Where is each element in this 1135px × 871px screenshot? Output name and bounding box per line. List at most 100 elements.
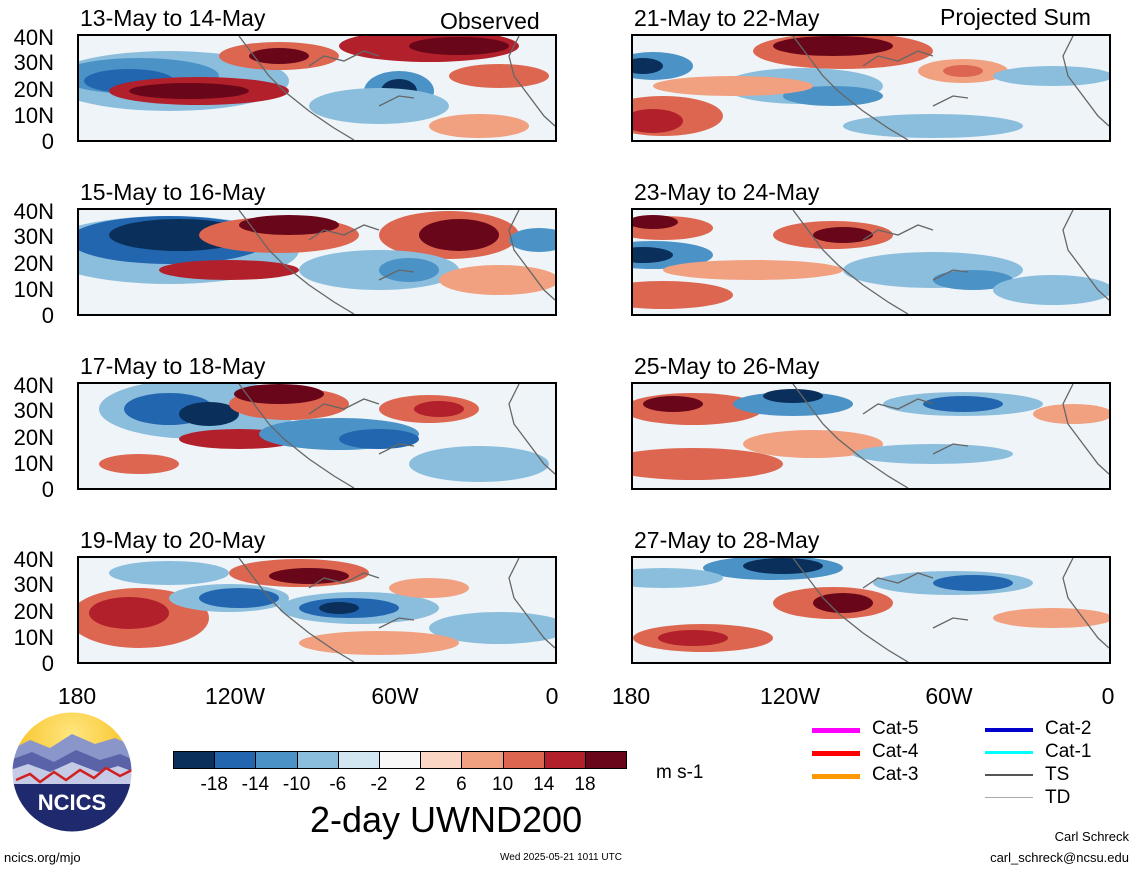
footer-author: Carl Schreck: [1054, 829, 1129, 844]
wind-contour: [783, 86, 883, 106]
wind-contour: [509, 228, 555, 252]
y-tick: 40N: [13, 25, 54, 50]
ncics-logo: NCICS: [10, 710, 134, 834]
wind-contour: [299, 631, 459, 655]
footer-timestamp: Wed 2025-05-21 1011 UTC: [500, 852, 622, 863]
wind-contour: [419, 219, 499, 251]
panel-title: 23-May to 24-May: [634, 179, 820, 205]
wind-contour: [633, 58, 663, 74]
colorbar-tick-label: 2: [414, 774, 426, 795]
wind-field: [79, 36, 555, 140]
legend-label: TS: [1045, 764, 1070, 785]
y-tick: 20N: [13, 77, 54, 102]
legend-swatch: [812, 728, 860, 733]
legend-label: Cat-5: [872, 718, 919, 739]
wind-contour: [773, 36, 893, 56]
y-tick: 40N: [13, 547, 54, 572]
colorbar-tick-label: -10: [282, 774, 311, 795]
y-tick: 10N: [13, 625, 54, 650]
map-panel: [77, 556, 557, 664]
wind-contour: [743, 430, 883, 458]
wind-contour: [933, 575, 1013, 591]
y-tick: 0: [41, 477, 54, 502]
wind-contour: [733, 392, 853, 416]
wind-field: [79, 558, 555, 662]
wind-contour: [843, 114, 1023, 138]
colorbar-swatch: [420, 751, 463, 769]
colorbar-tick-label: 14: [533, 774, 555, 795]
panel-title: 15-May to 16-May: [80, 179, 266, 205]
legend-label: Cat-4: [872, 741, 919, 762]
wind-contour: [89, 597, 169, 629]
coastline: [238, 210, 555, 314]
wind-contour: [763, 389, 823, 403]
panel-title: 27-May to 28-May: [634, 527, 820, 553]
y-tick: 10N: [13, 451, 54, 476]
colorbar-swatch: [461, 751, 504, 769]
wind-contour: [379, 258, 439, 282]
y-tick: 40N: [13, 199, 54, 224]
y-tick: 10N: [13, 277, 54, 302]
colorbar-tick-label: 18: [574, 774, 596, 795]
legend-swatch: [985, 728, 1033, 732]
panel-title: 25-May to 26-May: [634, 353, 820, 379]
map-panel: [631, 556, 1111, 664]
y-tick: 20N: [13, 599, 54, 624]
y-tick: 10N: [13, 103, 54, 128]
colorbar-swatch: [543, 751, 586, 769]
x-tick: 180: [611, 683, 651, 709]
wind-contour: [389, 578, 469, 598]
x-tick: 120W: [204, 683, 266, 709]
wind-contour: [993, 275, 1109, 305]
wind-contour: [414, 401, 464, 417]
panel-title: 21-May to 22-May: [634, 5, 820, 31]
wind-contour: [653, 76, 813, 96]
wind-contour: [633, 109, 683, 133]
panel-title: 13-May to 14-May: [80, 5, 266, 31]
wind-field: [633, 36, 1109, 140]
legend-label: Cat-3: [872, 764, 919, 785]
legend-label: Cat-1: [1045, 741, 1092, 762]
colorbar-swatch: [255, 751, 298, 769]
wind-contour: [813, 227, 873, 243]
colorbar-tick-label: -18: [200, 774, 228, 795]
wind-contour: [633, 281, 733, 309]
wind-contour: [339, 429, 419, 449]
legend-swatch: [985, 751, 1033, 754]
colorbar-swatch: [173, 751, 216, 769]
y-tick: 0: [41, 303, 54, 328]
panel-title: 19-May to 20-May: [80, 527, 266, 553]
map-panel: [77, 208, 557, 316]
colorbar-tick-label: 6: [456, 774, 467, 795]
colorbar-swatch: [379, 751, 422, 769]
footer-email: carl_schreck@ncsu.edu: [990, 850, 1129, 865]
wind-contour: [993, 66, 1109, 86]
x-tick: 60W: [925, 683, 973, 709]
legend-swatch: [985, 797, 1033, 798]
wind-contour: [129, 83, 249, 99]
colorbar-tick-label: 10: [492, 774, 514, 795]
colorbar-swatch: [337, 751, 380, 769]
colorbar-tick-label: -14: [241, 774, 270, 795]
wind-contour: [439, 265, 555, 295]
wind-contour: [99, 454, 179, 474]
wind-contour: [633, 247, 673, 263]
wind-contour: [249, 48, 309, 64]
wind-contour: [643, 396, 703, 412]
wind-contour: [179, 402, 239, 426]
wind-field: [79, 210, 555, 314]
wind-contour: [663, 260, 843, 280]
wind-contour: [449, 64, 549, 88]
x-tick: 0: [545, 683, 559, 709]
wind-contour: [813, 593, 873, 613]
map-panel: [631, 382, 1111, 490]
panel-title: 17-May to 18-May: [80, 353, 266, 379]
map-panel: [77, 34, 557, 142]
legend-swatch: [985, 774, 1033, 776]
wind-contour: [633, 215, 678, 229]
colorbar-swatch: [585, 751, 628, 769]
main-title: 2-day UWND200: [310, 799, 583, 840]
y-tick: 0: [41, 129, 54, 154]
wind-field: [633, 558, 1109, 662]
coastline: [792, 558, 1109, 662]
